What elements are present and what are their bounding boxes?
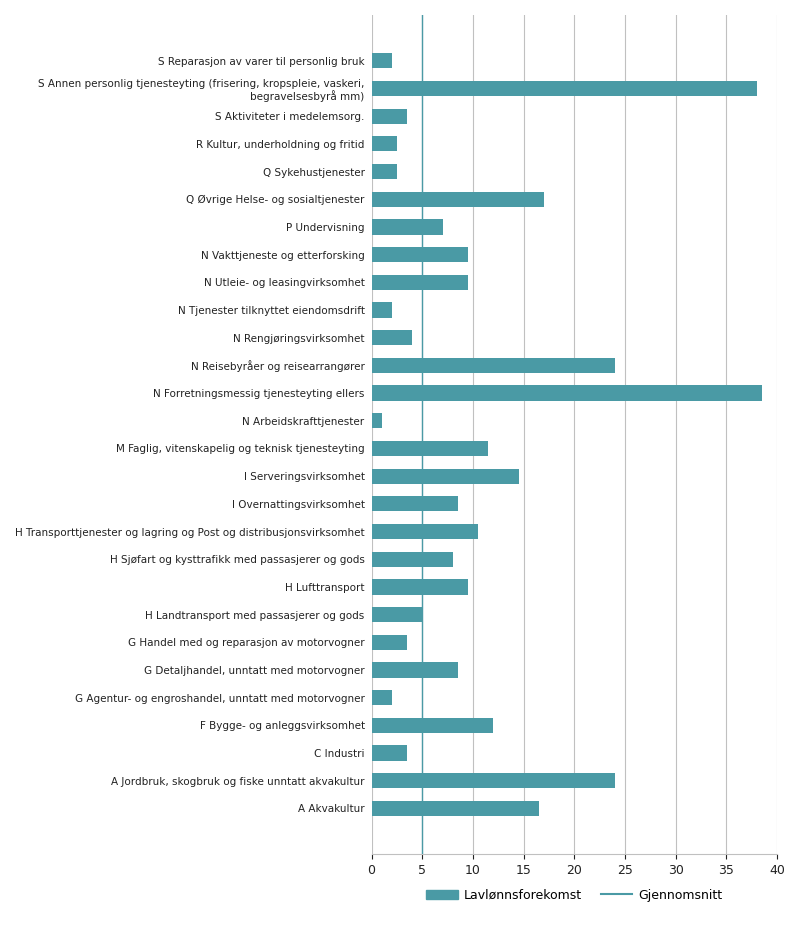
Bar bbox=[371, 635, 407, 650]
Bar bbox=[371, 801, 539, 816]
Bar bbox=[371, 552, 453, 567]
Bar bbox=[371, 108, 407, 123]
Bar bbox=[371, 718, 494, 733]
Bar bbox=[371, 579, 468, 594]
Bar bbox=[371, 745, 407, 761]
Bar bbox=[371, 662, 458, 677]
Bar bbox=[371, 137, 397, 152]
Bar bbox=[371, 191, 544, 207]
Bar bbox=[371, 275, 468, 290]
Bar bbox=[371, 385, 762, 400]
Bar bbox=[371, 524, 478, 539]
Bar bbox=[371, 330, 412, 346]
Bar bbox=[371, 81, 757, 96]
Bar bbox=[371, 53, 392, 69]
Bar bbox=[371, 496, 458, 512]
Bar bbox=[371, 441, 488, 456]
Bar bbox=[371, 358, 615, 373]
Bar bbox=[371, 607, 422, 623]
Bar bbox=[371, 302, 392, 317]
Bar bbox=[371, 164, 397, 179]
Bar bbox=[371, 468, 518, 484]
Bar bbox=[371, 414, 382, 429]
Bar bbox=[371, 247, 468, 262]
Bar bbox=[371, 773, 615, 788]
Bar bbox=[371, 690, 392, 706]
Bar bbox=[371, 219, 442, 235]
Legend: Lavlønnsforekomst, Gjennomsnitt: Lavlønnsforekomst, Gjennomsnitt bbox=[422, 884, 727, 907]
